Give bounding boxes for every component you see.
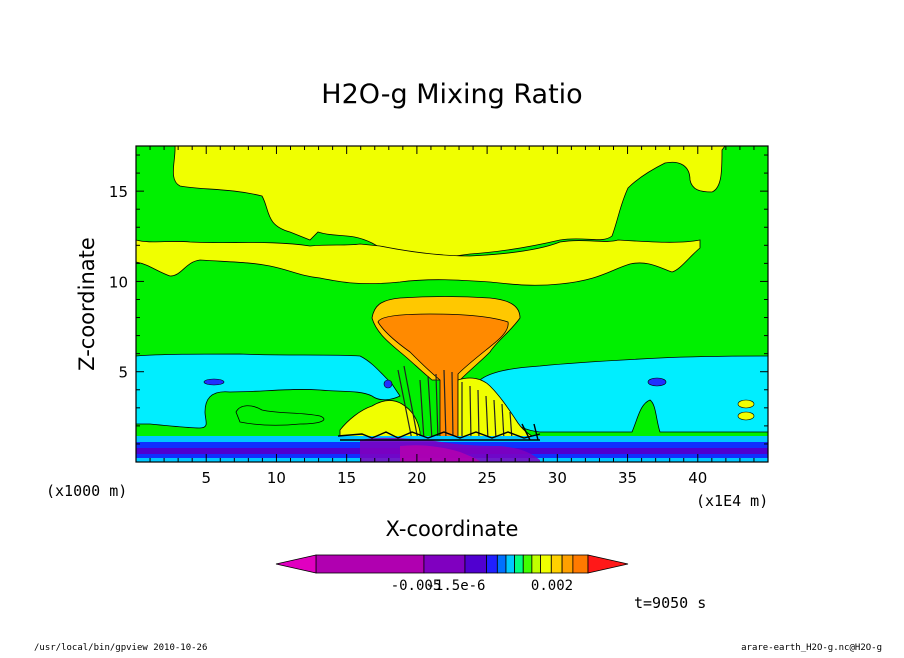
x-tick-label: 5 xyxy=(201,469,211,487)
cyan-band-region xyxy=(136,353,401,429)
yellow-mid-band xyxy=(136,239,701,286)
blue-islands xyxy=(203,377,667,389)
colorbar-segment xyxy=(505,554,516,574)
x-tick-label: 25 xyxy=(478,469,497,487)
black-cloud-base xyxy=(337,423,541,441)
y-axis-label: Z-coordinate xyxy=(75,237,99,371)
colorbar-segment xyxy=(550,554,563,574)
x-tick-label: 15 xyxy=(337,469,356,487)
colorbar-tick-label: -1.5e-6 xyxy=(426,578,485,594)
cyan-band-right xyxy=(479,355,768,433)
x-tick-label: 10 xyxy=(267,469,286,487)
x-tick-label: 20 xyxy=(407,469,426,487)
surface-bands xyxy=(136,436,768,462)
colorbar-segment xyxy=(423,554,466,574)
orange-core-region xyxy=(377,313,509,441)
footer-left: /usr/local/bin/gpview 2010-10-26 xyxy=(34,643,207,653)
y-tick-label: 10 xyxy=(109,273,128,291)
colorbar-segment xyxy=(486,554,498,574)
colorbar-tick-label: 0.002 xyxy=(531,578,573,594)
colorbar-segment xyxy=(315,554,425,574)
x-unit-label: (x1E4 m) xyxy=(696,492,768,510)
cloud-yellow-left xyxy=(339,400,421,441)
green-inset-left xyxy=(235,405,325,426)
colorbar-segment xyxy=(522,554,533,574)
y-axis-ticks: 5 10 15 xyxy=(109,154,768,445)
colorbar-segment xyxy=(514,554,524,574)
footer-right: arare-earth_H2O-g.nc@H2O-g xyxy=(741,643,882,653)
colorbar-under-triangle xyxy=(275,554,317,574)
plot-area xyxy=(136,146,768,462)
colorbar-segment xyxy=(531,554,541,574)
colorbar-segment xyxy=(540,554,552,574)
colorbar-segment xyxy=(572,554,589,574)
colorbar-segment xyxy=(561,554,574,574)
colorbar-segment xyxy=(496,554,507,574)
x-tick-label: 40 xyxy=(688,469,707,487)
colorbar-tick-labels: -0.005-1.5e-6 0.002 xyxy=(391,578,573,594)
x-tick-label: 35 xyxy=(618,469,637,487)
colorbar-tick-label: -0.005 xyxy=(391,578,442,594)
yellow-islands xyxy=(737,399,755,421)
y-tick-label: 5 xyxy=(118,364,128,382)
y-tick-label: 15 xyxy=(109,183,128,201)
x-axis-label: X-coordinate xyxy=(386,517,519,541)
y-unit-label: (x1000 m) xyxy=(46,482,127,500)
time-label: t=9050 s xyxy=(634,594,706,612)
x-axis-ticks: 5 10 15 20 25 30 35 40 xyxy=(149,146,755,487)
colorbar-segment xyxy=(464,554,487,574)
colorbar xyxy=(275,554,629,574)
x-tick-label: 30 xyxy=(548,469,567,487)
colorbar-over-triangle xyxy=(587,554,629,574)
yellow-upper-region xyxy=(172,146,726,263)
plot-frame xyxy=(135,145,769,463)
chart-title: H2O-g Mixing Ratio xyxy=(321,79,582,110)
